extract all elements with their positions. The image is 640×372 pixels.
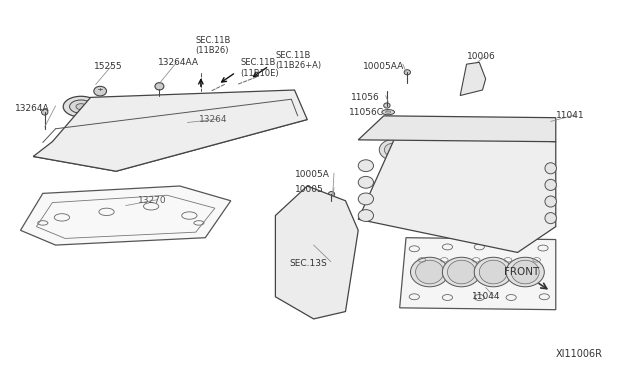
Ellipse shape (545, 212, 556, 224)
Ellipse shape (358, 176, 374, 188)
Text: 13264AA: 13264AA (157, 58, 198, 67)
Polygon shape (358, 116, 556, 142)
Text: 10005A: 10005A (294, 170, 330, 179)
Ellipse shape (63, 96, 99, 117)
Text: SEC.13S: SEC.13S (289, 259, 327, 268)
Ellipse shape (467, 64, 477, 71)
Text: 11044: 11044 (472, 292, 500, 301)
Text: SEC.11B
(11B10E): SEC.11B (11B10E) (241, 58, 279, 77)
Ellipse shape (380, 140, 407, 160)
Text: 11041: 11041 (556, 111, 584, 121)
Ellipse shape (94, 86, 106, 96)
Ellipse shape (447, 260, 476, 284)
Text: 13264A: 13264A (15, 104, 50, 113)
Ellipse shape (414, 140, 442, 161)
Polygon shape (399, 238, 556, 310)
Ellipse shape (511, 260, 540, 284)
Text: FRONT: FRONT (504, 267, 539, 277)
Text: 11056C: 11056C (349, 108, 383, 117)
Ellipse shape (385, 143, 402, 157)
Ellipse shape (419, 144, 437, 157)
Ellipse shape (510, 141, 538, 161)
Ellipse shape (483, 144, 501, 158)
Ellipse shape (384, 103, 390, 108)
Ellipse shape (155, 83, 164, 90)
Polygon shape (33, 105, 307, 171)
Ellipse shape (545, 196, 556, 207)
Text: 13264: 13264 (199, 115, 227, 124)
Ellipse shape (358, 193, 374, 205)
Ellipse shape (415, 260, 444, 284)
Ellipse shape (474, 257, 513, 287)
Text: 11056: 11056 (351, 93, 380, 102)
Ellipse shape (446, 140, 474, 161)
Ellipse shape (545, 179, 556, 190)
Text: SEC.11B
(11B26+A): SEC.11B (11B26+A) (275, 51, 321, 70)
Ellipse shape (451, 144, 469, 157)
Polygon shape (460, 62, 486, 96)
Ellipse shape (294, 230, 333, 260)
Ellipse shape (70, 100, 93, 113)
Ellipse shape (328, 192, 335, 197)
Text: 15255: 15255 (94, 61, 122, 71)
Text: 10005: 10005 (294, 185, 323, 194)
Polygon shape (33, 90, 307, 171)
Ellipse shape (234, 102, 253, 111)
Text: 10005AA: 10005AA (364, 61, 404, 71)
Polygon shape (358, 134, 556, 253)
Ellipse shape (515, 145, 533, 158)
Ellipse shape (404, 70, 410, 75)
Ellipse shape (42, 109, 48, 115)
Ellipse shape (81, 124, 100, 133)
Ellipse shape (442, 257, 481, 287)
Polygon shape (20, 186, 231, 245)
Ellipse shape (358, 210, 374, 221)
Ellipse shape (410, 257, 449, 287)
Ellipse shape (478, 141, 506, 161)
Text: XI11006R: XI11006R (556, 349, 603, 359)
Ellipse shape (506, 257, 544, 287)
Ellipse shape (76, 104, 86, 110)
Ellipse shape (182, 109, 203, 119)
Ellipse shape (479, 260, 508, 284)
Ellipse shape (131, 117, 152, 126)
Ellipse shape (382, 110, 394, 115)
Ellipse shape (545, 163, 556, 174)
Polygon shape (275, 186, 358, 319)
Text: SEC.11B
(11B26): SEC.11B (11B26) (196, 36, 231, 55)
Text: 10006: 10006 (467, 52, 495, 61)
Text: 13270: 13270 (138, 196, 167, 205)
Ellipse shape (358, 160, 374, 171)
